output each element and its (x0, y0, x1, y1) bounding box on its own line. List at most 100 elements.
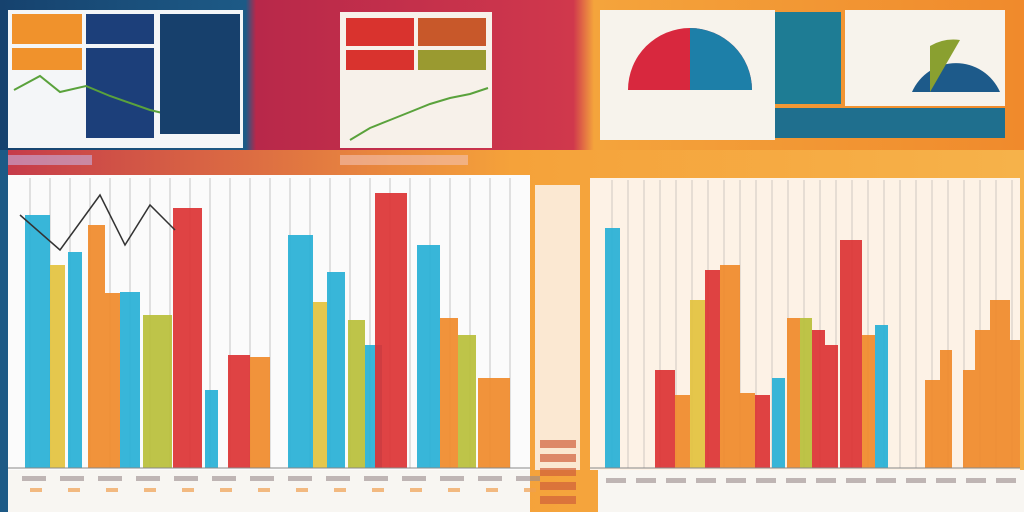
bar (478, 378, 510, 468)
block (86, 48, 154, 138)
bar (173, 208, 202, 468)
label-dash (220, 488, 232, 492)
bar (288, 235, 313, 468)
label-dash (258, 488, 270, 492)
bar (440, 318, 458, 468)
block (160, 14, 240, 134)
bar (205, 390, 218, 468)
label-dash (440, 476, 464, 481)
label-dash (288, 476, 312, 481)
label-dash (906, 478, 926, 483)
label-dash (846, 478, 866, 483)
bar (862, 335, 875, 468)
label-dash (402, 476, 426, 481)
bar (772, 378, 785, 468)
label-dash (606, 478, 626, 483)
bar (975, 330, 990, 468)
line (19, 193, 176, 252)
bar (605, 228, 620, 468)
bar (940, 350, 952, 468)
label-dash (448, 488, 460, 492)
bar (705, 270, 720, 468)
label-dash (60, 476, 84, 481)
block (12, 48, 82, 70)
label-dash (756, 478, 776, 483)
bar (88, 225, 105, 468)
label-dash (540, 496, 576, 504)
bar (787, 318, 800, 468)
pie-shape (690, 28, 752, 90)
bar (840, 240, 862, 468)
label-dash (334, 488, 346, 492)
bar (25, 215, 50, 468)
bar (963, 370, 975, 468)
block (12, 14, 82, 44)
bar (157, 315, 172, 468)
label-dash (410, 488, 422, 492)
label-dash (250, 476, 274, 481)
label-dash (174, 476, 198, 481)
label-dash (30, 488, 42, 492)
bar (348, 320, 365, 468)
bar (375, 193, 407, 468)
label-dash (636, 478, 656, 483)
bar (1010, 340, 1020, 468)
line (349, 87, 489, 141)
bar (990, 300, 1010, 468)
bar (812, 330, 825, 468)
block (775, 108, 1005, 138)
bar (825, 345, 838, 468)
label-dash (816, 478, 836, 483)
label-dash (540, 454, 576, 462)
bar (105, 293, 120, 468)
bar (313, 302, 327, 468)
label-dash (936, 478, 956, 483)
caption (8, 155, 92, 165)
label-dash (726, 478, 746, 483)
label-dash (876, 478, 896, 483)
label-dash (786, 478, 806, 483)
label-dash (966, 478, 986, 483)
label-dash (696, 478, 716, 483)
label-dash (98, 476, 122, 481)
label-dash (22, 476, 46, 481)
marks (8, 178, 1020, 504)
label-dash (326, 476, 350, 481)
bar (250, 357, 270, 468)
label-dash (106, 488, 118, 492)
bar (655, 370, 675, 468)
label-dash (372, 488, 384, 492)
label-dash (136, 476, 160, 481)
label-dash (212, 476, 236, 481)
block (346, 18, 414, 46)
label-dash (516, 476, 540, 481)
label-dash (540, 440, 576, 448)
bar (800, 318, 812, 468)
label-dash (68, 488, 80, 492)
block (775, 12, 841, 104)
label-dash (540, 482, 576, 490)
block (418, 50, 486, 70)
bar (120, 292, 140, 468)
bar (690, 300, 705, 468)
label-dash (666, 478, 686, 483)
label-dash (996, 478, 1016, 483)
label-dash (182, 488, 194, 492)
bar (740, 393, 755, 468)
bar (50, 265, 65, 468)
strip (535, 185, 580, 470)
bar (925, 380, 940, 468)
bar (228, 355, 250, 468)
axis-strip (598, 470, 1024, 512)
label-dash (540, 468, 576, 476)
bar (417, 245, 440, 468)
bar (458, 335, 476, 468)
pie-shape (930, 39, 960, 92)
label-dash (524, 488, 536, 492)
bar (875, 325, 888, 468)
bar (143, 315, 157, 468)
label-dash (296, 488, 308, 492)
bar (720, 265, 740, 468)
